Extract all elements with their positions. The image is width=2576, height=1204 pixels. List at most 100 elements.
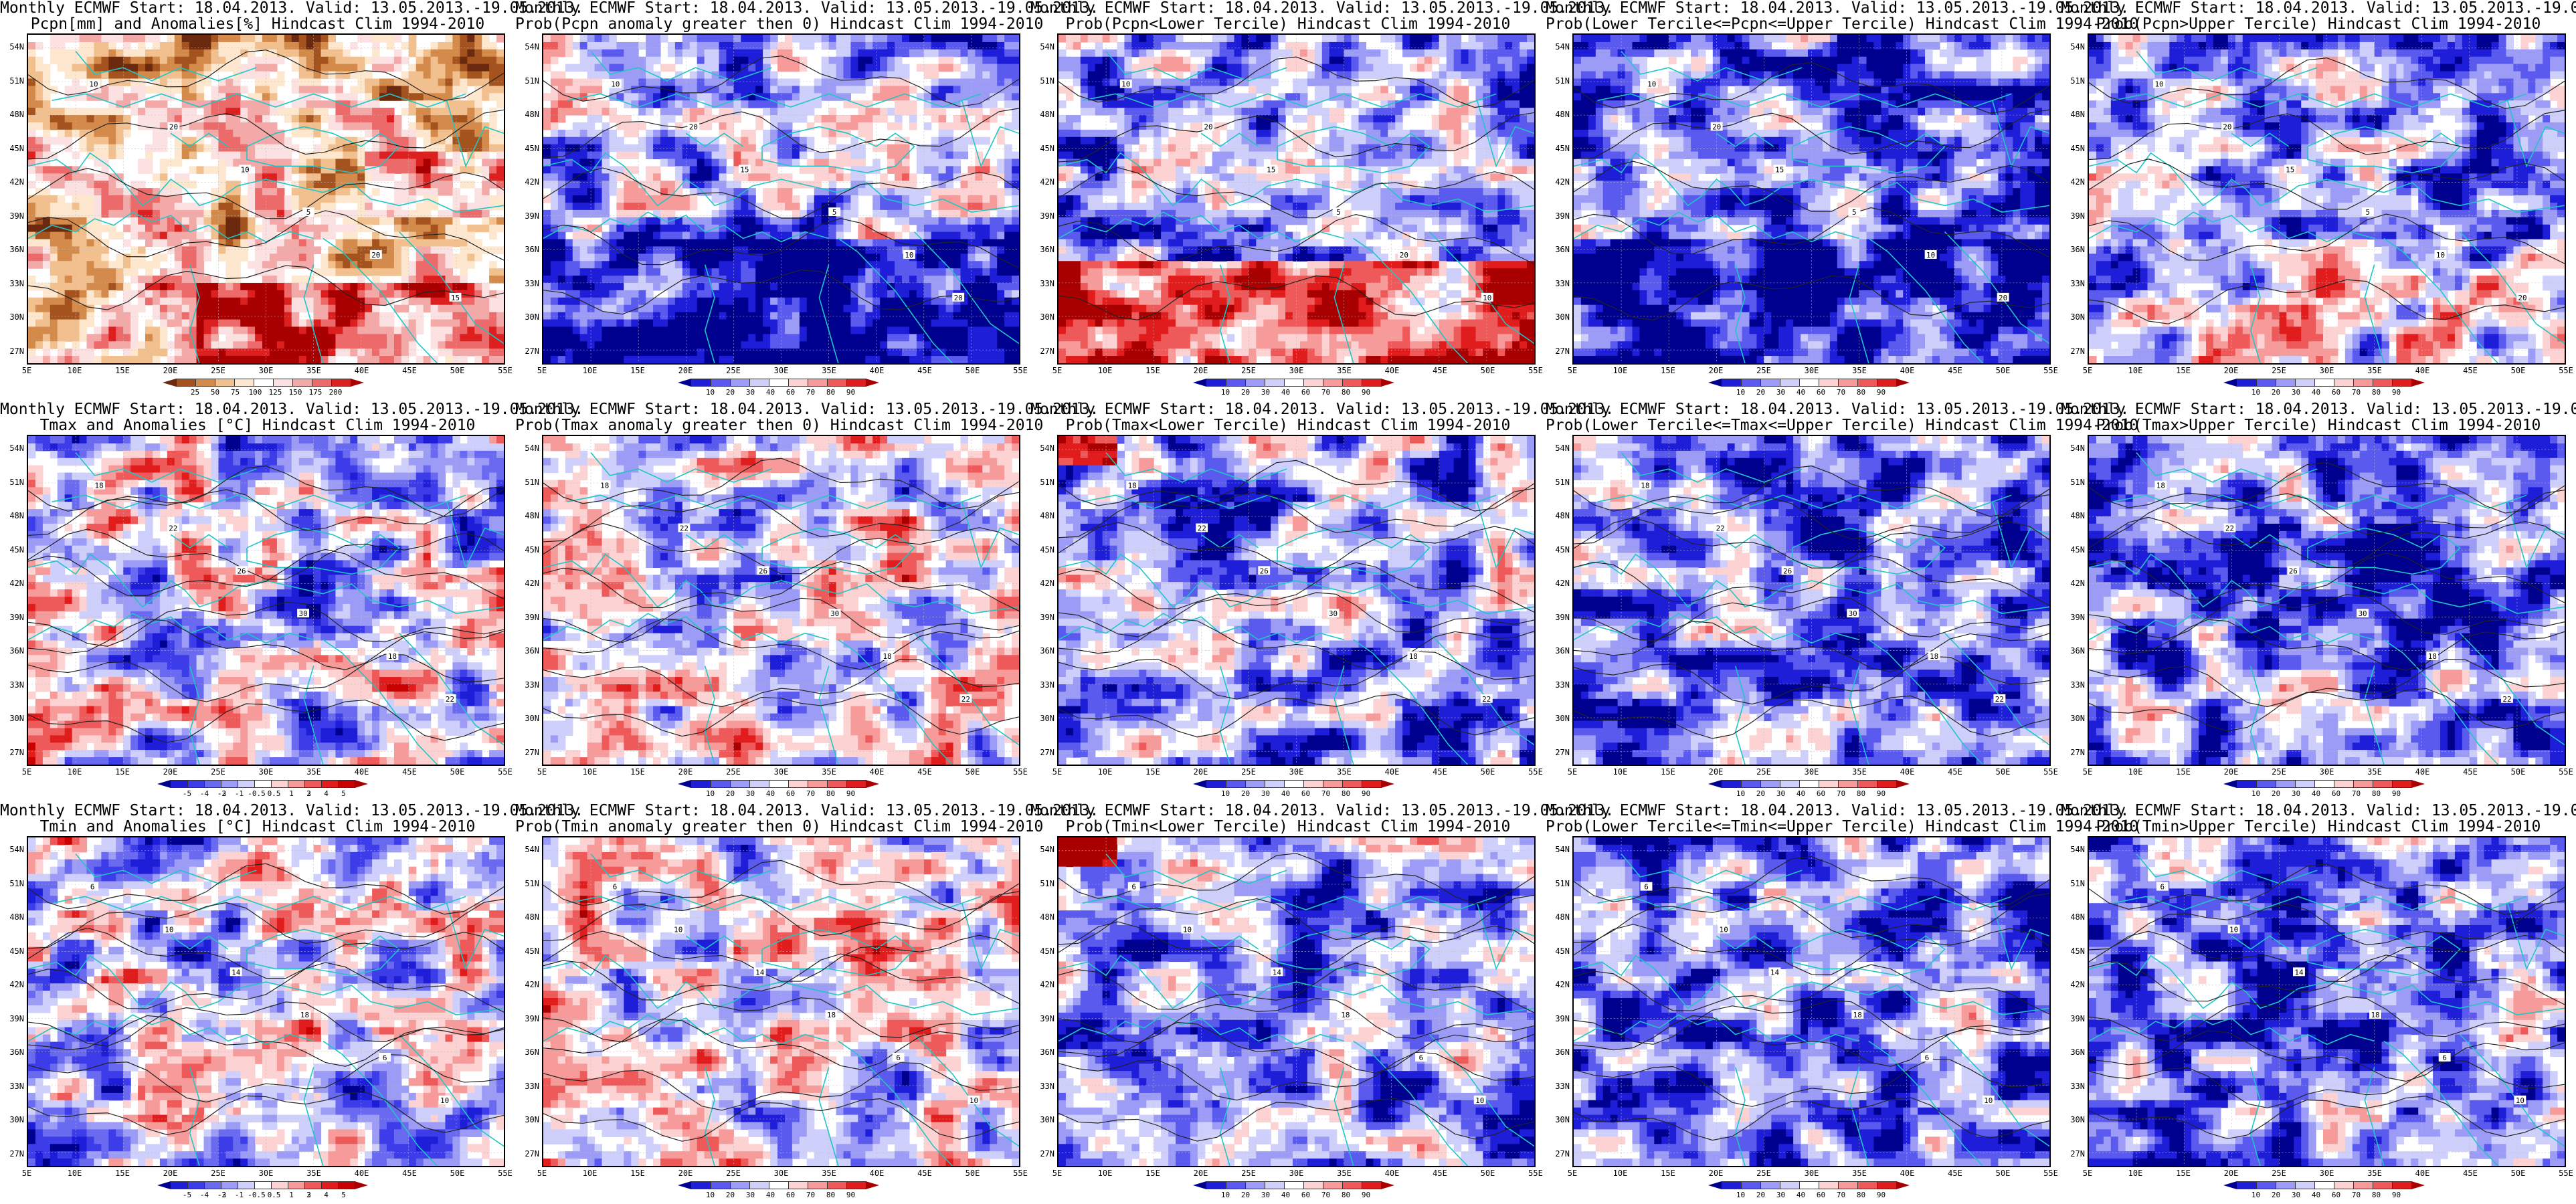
colorbar-swatch xyxy=(331,379,351,387)
latitude-tick-label: 48N xyxy=(9,512,24,520)
contour-labels: 18 22 26 30 18 22 xyxy=(2154,480,2513,704)
latitude-tick-label: 54N xyxy=(1555,845,1570,854)
colorbar-tick-label: 25 xyxy=(191,389,199,396)
coastlines xyxy=(1059,452,1534,765)
longitude-tick-label: 20E xyxy=(1194,367,1208,375)
latitude-tick-label: 27N xyxy=(2070,347,2085,355)
longitude-tick-label: 35E xyxy=(1337,367,1352,375)
longitude-tick-label: 15E xyxy=(115,367,130,375)
contour-label: 15 xyxy=(740,165,749,174)
colorbar-swatch xyxy=(253,379,274,387)
colorbar-tick-label: 90 xyxy=(846,1191,855,1199)
colorbar-swatch xyxy=(691,1181,711,1189)
latitude-tick-label: 27N xyxy=(1040,347,1054,355)
colorbar-tick-labels: 10 20 30 40 60 70 80 90 xyxy=(2223,389,2431,398)
colorbar-tick-label: 60 xyxy=(786,1191,795,1199)
longitude-tick-label: 55E xyxy=(498,1169,513,1177)
longitude-tick-label: 35E xyxy=(822,367,836,375)
longitude-tick-label: 10E xyxy=(68,1169,82,1177)
colorbar-swatch xyxy=(1837,780,1858,788)
longitude-tick-label: 40E xyxy=(2415,367,2430,375)
longitude-tick-label: 55E xyxy=(2559,768,2573,776)
colorbar-tick-label: 10 xyxy=(706,389,715,396)
panel-title-line1: Monthly ECMWF Start: 18.04.2013. Valid: … xyxy=(0,803,583,819)
longitude-tick-label: 15E xyxy=(2176,1169,2191,1177)
longitude-tick-label: 5E xyxy=(1568,1169,1577,1177)
contour-label: 10 xyxy=(241,165,250,174)
latitude-tick-label: 33N xyxy=(1555,681,1570,689)
panel-title: Monthly ECMWF Start: 18.04.2013. Valid: … xyxy=(515,0,1099,37)
map-canvas: 6 10 14 18 6 10 xyxy=(1059,837,1534,1166)
colorbar-tick-label: 5 xyxy=(341,1191,346,1199)
latitude-tick-label: 42N xyxy=(2070,579,2085,587)
colorbar-tick-label: 70 xyxy=(1321,389,1330,396)
latitude-tick-label: 30N xyxy=(1040,714,1054,722)
colorbar-tick-label: 40 xyxy=(2312,1191,2320,1199)
contour-label: 10 xyxy=(1121,80,1130,89)
colorbar-swatch xyxy=(1740,379,1761,387)
contour-labels: 10 20 15 5 10 20 xyxy=(2153,79,2528,302)
latitude-axis: 54N 51N 48N 45N 42N 39N 36N 33N 30N 27N xyxy=(0,33,25,365)
latitude-tick-label: 30N xyxy=(525,313,539,321)
latitude-tick-label: 27N xyxy=(1555,347,1570,355)
coastlines xyxy=(1059,51,1534,363)
colorbar-swatch xyxy=(2314,780,2334,788)
contour-lines xyxy=(2089,58,2565,324)
map-panel: Monthly ECMWF Start: 18.04.2013. Valid: … xyxy=(2061,0,2576,401)
colorbar-swatch xyxy=(1361,780,1382,788)
colorbar-swatch xyxy=(1876,1181,1897,1189)
latitude-axis: 54N 51N 48N 45N 42N 39N 36N 33N 30N 27N xyxy=(2061,836,2086,1167)
colorbar-tick-label: 30 xyxy=(1261,389,1270,396)
latitude-tick-label: 51N xyxy=(1040,478,1054,486)
latitude-tick-label: 42N xyxy=(2070,981,2085,989)
latitude-tick-label: 51N xyxy=(1555,880,1570,888)
latitude-tick-label: 33N xyxy=(9,1082,24,1090)
colorbar-swatches xyxy=(1708,379,1910,387)
longitude-tick-label: 20E xyxy=(1709,768,1724,776)
latitude-tick-label: 39N xyxy=(1040,613,1054,621)
colorbar-tick-label: 30 xyxy=(746,790,755,797)
latitude-axis: 54N 51N 48N 45N 42N 39N 36N 33N 30N 27N xyxy=(1546,435,1571,766)
latitude-tick-label: 48N xyxy=(2070,110,2085,118)
panel-title: Monthly ECMWF Start: 18.04.2013. Valid: … xyxy=(1030,803,1614,840)
colorbar-swatches xyxy=(1192,780,1394,788)
panel-title-line1: Monthly ECMWF Start: 18.04.2013. Valid: … xyxy=(1546,401,2129,417)
latitude-tick-label: 39N xyxy=(1555,212,1570,220)
longitude-tick-label: 10E xyxy=(1613,367,1628,375)
latitude-tick-label: 30N xyxy=(525,714,539,722)
colorbar-tick-label: 30 xyxy=(1776,1191,1785,1199)
contour-labels: 10 20 15 5 10 20 xyxy=(1645,79,2009,302)
contour-label: 20 xyxy=(2223,122,2231,131)
contour-label: 26 xyxy=(237,567,246,575)
panel-title-line2: Pcpn[mm] and Anomalies[%] Hindcast Clim … xyxy=(0,16,515,32)
colorbar: 10 20 30 40 60 70 80 90 xyxy=(677,1181,885,1204)
panel-title-line2: Prob(Lower Tercile<=Tmax<=Upper Tercile)… xyxy=(1546,417,2138,433)
colorbar-swatches xyxy=(677,379,879,387)
contour-label: 30 xyxy=(2358,609,2367,618)
colorbar-swatch xyxy=(2294,780,2315,788)
latitude-tick-label: 51N xyxy=(525,880,539,888)
panel-title: Monthly ECMWF Start: 18.04.2013. Valid: … xyxy=(515,803,1099,840)
latitude-tick-label: 42N xyxy=(525,579,539,587)
latitude-tick-label: 54N xyxy=(2070,845,2085,854)
colorbar-tick-label: 20 xyxy=(726,790,735,797)
colorbar: 10 20 30 40 60 70 80 90 xyxy=(2223,379,2431,401)
colorbar-swatch xyxy=(195,379,215,387)
panel-title-line1: Monthly ECMWF Start: 18.04.2013. Valid: … xyxy=(2061,401,2576,417)
colorbar-swatch xyxy=(1322,1181,1343,1189)
longitude-tick-label: 5E xyxy=(1568,367,1577,375)
colorbar-tick-label: 70 xyxy=(2352,790,2361,797)
longitude-tick-label: 55E xyxy=(1013,1169,1028,1177)
map-area: 6 10 14 18 6 10 xyxy=(27,836,505,1167)
panel-title-line1: Monthly ECMWF Start: 18.04.2013. Valid: … xyxy=(1546,803,2129,819)
latitude-tick-label: 51N xyxy=(525,478,539,486)
latitude-tick-label: 45N xyxy=(1555,947,1570,955)
contour-label: 18 xyxy=(1641,482,1649,490)
colorbar-swatch xyxy=(270,780,288,788)
colorbar-swatch xyxy=(2256,379,2276,387)
longitude-tick-label: 30E xyxy=(1805,367,1819,375)
contour-label: 18 xyxy=(95,482,104,490)
shaded-field xyxy=(2089,436,2565,765)
latitude-tick-label: 30N xyxy=(2070,714,2085,722)
latitude-tick-label: 36N xyxy=(525,245,539,254)
